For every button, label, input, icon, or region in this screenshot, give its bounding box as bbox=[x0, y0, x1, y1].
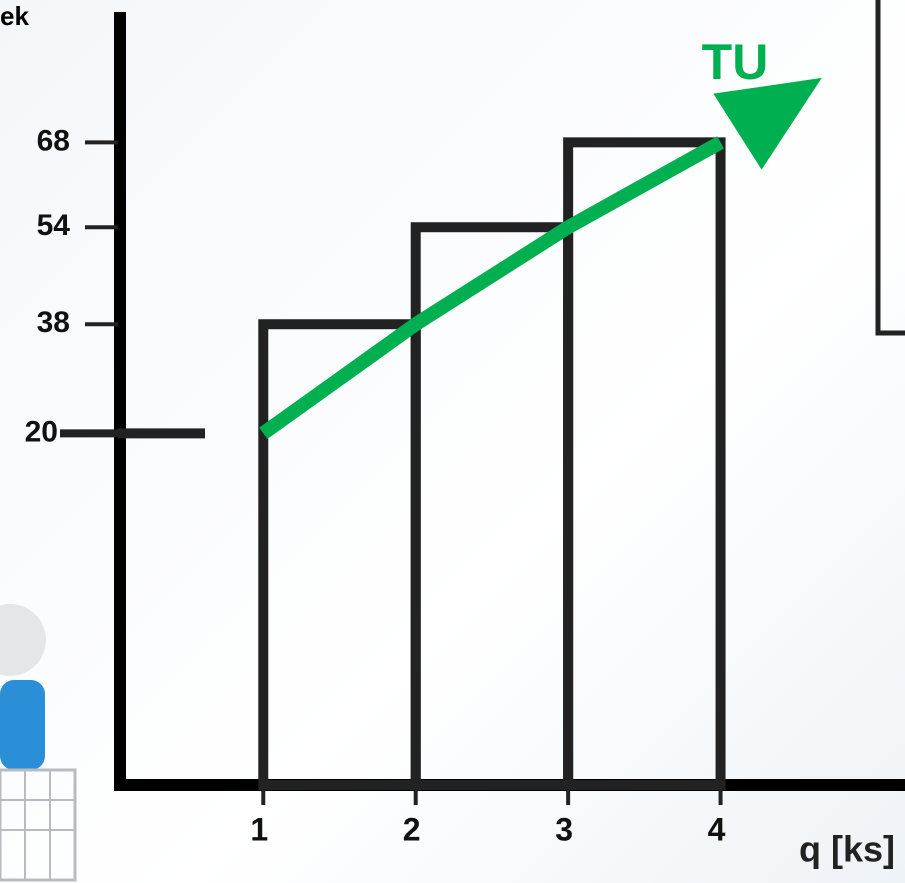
tu-arrow-line bbox=[259, 136, 724, 440]
tu-arrow-head bbox=[713, 77, 822, 170]
x-axis-label: q [ks] bbox=[799, 829, 895, 870]
y-tick-label: 54 bbox=[37, 209, 71, 242]
x-tick-label: 2 bbox=[403, 811, 421, 847]
y-tick-label: 68 bbox=[37, 124, 70, 157]
step-bar bbox=[563, 137, 726, 791]
y-tick-label: 20 bbox=[25, 415, 58, 448]
x-tick-label: 1 bbox=[250, 811, 268, 847]
annotation: TU bbox=[702, 34, 769, 90]
x-tick-label: 4 bbox=[708, 811, 726, 847]
y-tick-label: 38 bbox=[37, 306, 70, 339]
x-tick-label: 3 bbox=[555, 811, 573, 847]
shopper-illustration bbox=[0, 604, 77, 882]
y-axis-label: ek bbox=[0, 1, 29, 31]
side-box bbox=[875, 0, 905, 336]
step-bar bbox=[258, 319, 421, 790]
